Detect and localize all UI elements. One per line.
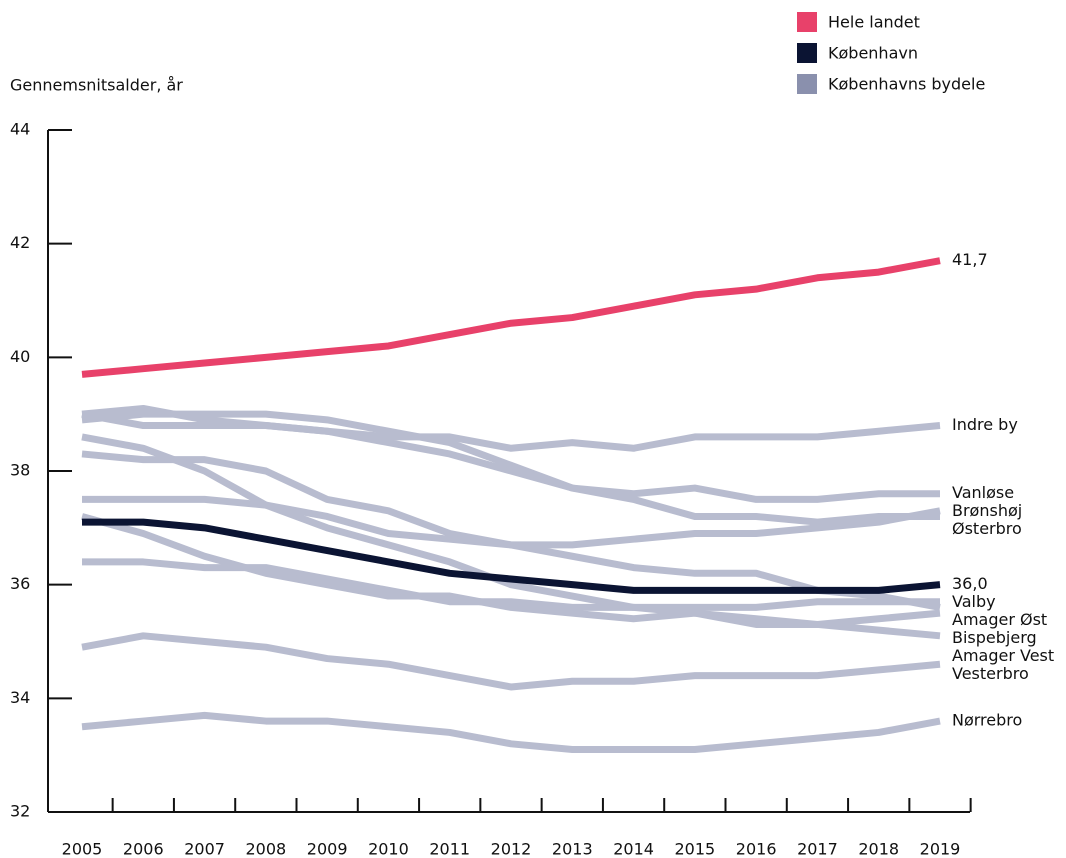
legend-label: Hele landet bbox=[828, 13, 920, 32]
legend-swatch bbox=[797, 43, 817, 63]
series-line bbox=[81, 711, 941, 753]
end-label: 36,0 bbox=[952, 574, 988, 593]
end-label: Østerbro bbox=[952, 519, 1022, 538]
y-tick-label: 40 bbox=[10, 347, 30, 366]
y-tick-label: 34 bbox=[10, 688, 30, 707]
end-label: Bispebjerg bbox=[952, 628, 1037, 647]
y-tick-label: 38 bbox=[10, 461, 30, 480]
x-tick-label: 2015 bbox=[674, 840, 715, 858]
end-label: Amager Vest bbox=[952, 646, 1054, 665]
y-tick-label: 42 bbox=[10, 233, 30, 252]
legend-swatch bbox=[797, 74, 817, 94]
end-label: Vesterbro bbox=[952, 664, 1029, 683]
x-tick-label: 2011 bbox=[429, 840, 470, 858]
y-tick-label: 36 bbox=[10, 574, 30, 593]
end-label: Valby bbox=[952, 592, 996, 611]
y-tick-label: 32 bbox=[10, 802, 30, 821]
x-tick-label: 2012 bbox=[491, 840, 532, 858]
series-line bbox=[82, 558, 940, 611]
x-tick-label: 2010 bbox=[368, 840, 409, 858]
end-label: Nørrebro bbox=[952, 711, 1022, 730]
series-line bbox=[81, 450, 941, 611]
x-tick-label: 2017 bbox=[797, 840, 838, 858]
x-tick-label: 2014 bbox=[613, 840, 654, 858]
x-tick-label: 2018 bbox=[858, 840, 899, 858]
x-tick-label: 2009 bbox=[307, 840, 348, 858]
series-line bbox=[81, 632, 941, 691]
x-tick-label: 2008 bbox=[245, 840, 286, 858]
end-label: Indre by bbox=[952, 415, 1018, 434]
series-line bbox=[82, 518, 941, 594]
legend-swatch bbox=[797, 12, 817, 32]
y-axis-label: Gennemsnitsalder, år bbox=[10, 76, 183, 95]
legend-label: Københavns bydele bbox=[828, 75, 985, 94]
x-tick-label: 2016 bbox=[736, 840, 777, 858]
end-label: Amager Øst bbox=[952, 610, 1047, 629]
x-tick-label: 2007 bbox=[184, 840, 225, 858]
end-label: Brønshøj bbox=[952, 501, 1022, 520]
x-tick-label: 2006 bbox=[123, 840, 164, 858]
x-tick-label: 2013 bbox=[552, 840, 593, 858]
end-label: Vanløse bbox=[952, 483, 1014, 502]
end-label: 41,7 bbox=[952, 250, 988, 269]
series-line bbox=[81, 410, 941, 452]
series-line bbox=[81, 513, 941, 628]
legend-label: København bbox=[828, 44, 918, 63]
series-line bbox=[81, 404, 940, 503]
x-tick-label: 2005 bbox=[62, 840, 103, 858]
series-line bbox=[81, 410, 940, 526]
series-line bbox=[81, 257, 941, 378]
x-tick-label: 2019 bbox=[920, 840, 961, 858]
y-tick-label: 44 bbox=[10, 120, 30, 139]
